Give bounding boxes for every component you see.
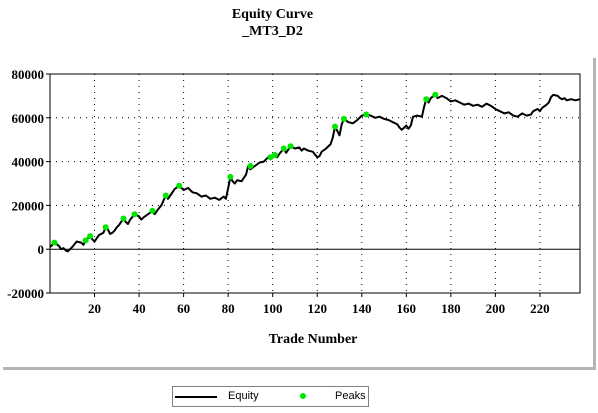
peak-point (287, 143, 294, 150)
peak-point (51, 239, 58, 246)
peak-point (82, 237, 89, 244)
peak-point (340, 115, 347, 122)
x-tick-label: 140 (352, 301, 372, 316)
tick-labels: 20 40 60 80 100 120 140 160 180 200 220 -20000 0 2000… (7, 67, 550, 316)
axes (46, 73, 581, 297)
peak-point (176, 182, 183, 189)
y-tick-label: 40000 (12, 155, 45, 170)
chart-title-line-2: _MT3_D2 (242, 24, 303, 39)
plot-border (49, 73, 581, 294)
y-tick-label: 20000 (12, 198, 45, 213)
peak-point (363, 111, 370, 118)
x-tick-label: 160 (397, 301, 417, 316)
equity-line-swatch (175, 396, 217, 398)
legend-item-peaks: Peaks (283, 387, 368, 406)
y-tick-label: 0 (38, 242, 45, 257)
x-tick-label: 220 (530, 301, 550, 316)
peak-point (332, 123, 338, 130)
plot-frame: 20 40 60 80 100 120 140 160 180 200 220 -20000 0 2000… (0, 55, 593, 367)
legend-label-equity: Equity (228, 390, 259, 402)
peak-point (432, 91, 439, 98)
peak-point (131, 211, 138, 218)
x-tick-label: 100 (263, 301, 283, 316)
chart-title-line-1: Equity Curve (231, 7, 314, 22)
peak-point (102, 224, 109, 231)
peaks-dot-swatch (300, 393, 306, 399)
x-tick-label: 20 (88, 301, 101, 316)
x-tick-label: 180 (441, 301, 461, 316)
peak-point (271, 152, 278, 158)
chart-background (0, 55, 593, 367)
peak-point (87, 233, 94, 240)
x-tick-label: 40 (133, 301, 146, 316)
y-tick-label: -20000 (7, 286, 44, 301)
peak-point (423, 96, 430, 103)
x-tick-label: 200 (486, 301, 506, 316)
legend-item-equity: Equity (173, 387, 283, 406)
y-tick-label: 80000 (12, 67, 45, 82)
peak-point (162, 192, 169, 199)
chart-title: Equity Curve _MT3_D2 (0, 6, 545, 40)
legend: Equity Peaks (172, 386, 369, 407)
x-tick-label: 60 (177, 301, 190, 316)
y-tick-label: 60000 (12, 111, 45, 126)
peak-point (280, 145, 287, 152)
equity-chart: 20 40 60 80 100 120 140 160 180 200 220 -20000 0 2000… (0, 55, 593, 367)
x-axis-label: Trade Number (269, 332, 358, 347)
series-layer (49, 91, 581, 253)
peak-point (227, 173, 234, 180)
legend-label-peaks: Peaks (335, 390, 366, 402)
peak-point (247, 163, 254, 169)
x-tick-label: 80 (222, 301, 235, 316)
peak-point (149, 207, 156, 214)
x-tick-label: 120 (307, 301, 327, 316)
peak-point (120, 215, 127, 222)
